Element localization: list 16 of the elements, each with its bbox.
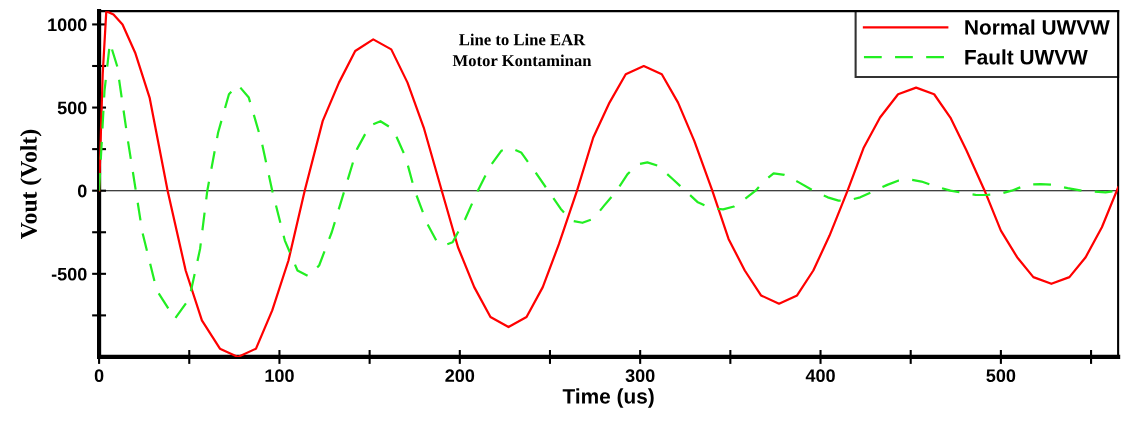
line-series [99,11,1119,357]
y-tick-label: 0 [77,184,87,198]
x-tick-label: 0 [94,369,104,383]
x-tick-label: 400 [805,369,835,383]
legend-label: Fault UWVW [965,49,1088,65]
legend-label: Normal UWVW [965,19,1110,35]
y-tick-label: -500 [51,267,87,281]
y-tick-label: 1000 [48,18,87,32]
x-tick-label: 200 [445,369,475,383]
x-axis-title: Time (us) [562,388,654,408]
y-axis-title: Vout (Volt) [20,129,42,239]
text: Line to Line EAR Motor Kontaminan [452,33,592,67]
x-tick-label: 100 [265,369,294,383]
y-tick-label: 500 [57,101,87,115]
x-tick-label: 300 [625,369,655,383]
x-tick-label: 500 [986,369,1016,383]
